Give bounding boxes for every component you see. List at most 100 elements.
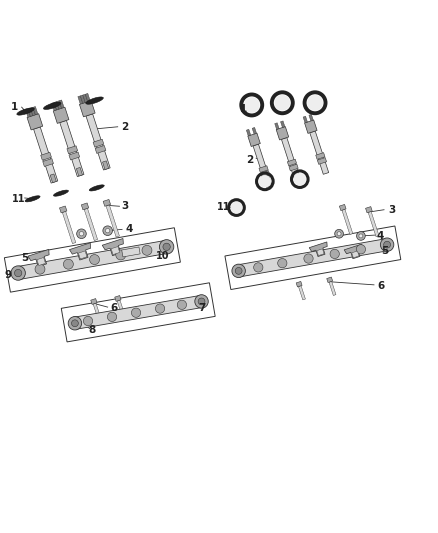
Polygon shape xyxy=(252,127,257,134)
Polygon shape xyxy=(37,257,46,265)
Polygon shape xyxy=(106,205,120,237)
Text: 2: 2 xyxy=(246,155,253,165)
Polygon shape xyxy=(76,167,82,176)
Polygon shape xyxy=(366,207,372,213)
Polygon shape xyxy=(52,102,57,111)
Circle shape xyxy=(293,173,306,185)
Circle shape xyxy=(359,234,363,238)
Circle shape xyxy=(83,317,93,326)
Text: 11: 11 xyxy=(12,194,26,204)
Polygon shape xyxy=(282,138,300,181)
Polygon shape xyxy=(54,102,59,110)
Circle shape xyxy=(35,264,45,274)
Circle shape xyxy=(244,97,260,113)
Polygon shape xyxy=(296,281,302,287)
Circle shape xyxy=(198,298,205,305)
Circle shape xyxy=(384,241,391,248)
Polygon shape xyxy=(329,281,336,295)
Polygon shape xyxy=(60,120,84,176)
Ellipse shape xyxy=(53,190,68,196)
Circle shape xyxy=(335,229,343,238)
Polygon shape xyxy=(248,133,260,147)
Polygon shape xyxy=(30,107,35,116)
Circle shape xyxy=(68,317,81,330)
Text: 5: 5 xyxy=(381,246,389,256)
Polygon shape xyxy=(93,139,104,147)
Text: 5: 5 xyxy=(21,253,28,263)
Polygon shape xyxy=(103,199,110,206)
Polygon shape xyxy=(280,121,285,127)
Circle shape xyxy=(235,268,242,274)
Text: 1: 1 xyxy=(240,104,247,114)
Polygon shape xyxy=(86,114,110,170)
Polygon shape xyxy=(303,116,307,123)
Polygon shape xyxy=(74,295,202,329)
Polygon shape xyxy=(91,298,97,304)
Circle shape xyxy=(304,254,313,263)
Polygon shape xyxy=(81,203,89,210)
Polygon shape xyxy=(62,212,76,244)
Polygon shape xyxy=(117,300,125,317)
Circle shape xyxy=(357,231,365,240)
Polygon shape xyxy=(28,249,49,266)
Text: 10: 10 xyxy=(155,251,169,261)
Polygon shape xyxy=(309,115,313,121)
Circle shape xyxy=(71,320,78,327)
Polygon shape xyxy=(287,159,297,166)
Circle shape xyxy=(258,175,271,188)
Polygon shape xyxy=(275,123,279,130)
Polygon shape xyxy=(102,238,124,256)
Polygon shape xyxy=(41,152,51,160)
Polygon shape xyxy=(78,96,83,104)
Polygon shape xyxy=(80,95,85,103)
Polygon shape xyxy=(309,242,327,256)
Polygon shape xyxy=(69,152,80,160)
Text: 11: 11 xyxy=(217,202,230,212)
Polygon shape xyxy=(253,144,272,188)
Polygon shape xyxy=(27,114,43,130)
Polygon shape xyxy=(70,243,91,260)
Circle shape xyxy=(155,304,165,313)
Polygon shape xyxy=(339,205,346,211)
Polygon shape xyxy=(25,109,30,117)
Circle shape xyxy=(356,245,366,254)
Polygon shape xyxy=(79,101,95,117)
Circle shape xyxy=(106,229,110,233)
Circle shape xyxy=(103,226,113,236)
Text: 3: 3 xyxy=(388,205,395,215)
Polygon shape xyxy=(304,120,317,133)
Polygon shape xyxy=(57,101,62,109)
Text: 2: 2 xyxy=(121,122,129,132)
Text: 4: 4 xyxy=(377,231,384,241)
Polygon shape xyxy=(246,130,251,136)
Polygon shape xyxy=(17,240,168,279)
Polygon shape xyxy=(261,171,270,177)
Ellipse shape xyxy=(17,108,34,115)
Circle shape xyxy=(11,266,25,280)
Circle shape xyxy=(307,95,323,111)
Circle shape xyxy=(232,264,245,278)
Polygon shape xyxy=(85,93,90,102)
Polygon shape xyxy=(84,208,98,240)
Polygon shape xyxy=(33,107,38,115)
Text: 6: 6 xyxy=(377,281,384,291)
Polygon shape xyxy=(352,251,359,258)
Circle shape xyxy=(159,240,174,254)
Polygon shape xyxy=(237,239,388,277)
Circle shape xyxy=(79,232,84,236)
Polygon shape xyxy=(102,161,109,169)
Circle shape xyxy=(77,229,86,239)
Circle shape xyxy=(337,232,341,236)
Ellipse shape xyxy=(43,102,61,109)
Circle shape xyxy=(131,308,141,317)
Polygon shape xyxy=(93,303,101,320)
Circle shape xyxy=(163,243,170,251)
Circle shape xyxy=(116,250,126,260)
Polygon shape xyxy=(83,94,88,102)
Circle shape xyxy=(278,259,287,268)
Text: 1: 1 xyxy=(11,102,18,112)
Circle shape xyxy=(90,255,99,264)
Circle shape xyxy=(64,259,73,269)
Polygon shape xyxy=(78,251,87,259)
Circle shape xyxy=(14,269,22,277)
